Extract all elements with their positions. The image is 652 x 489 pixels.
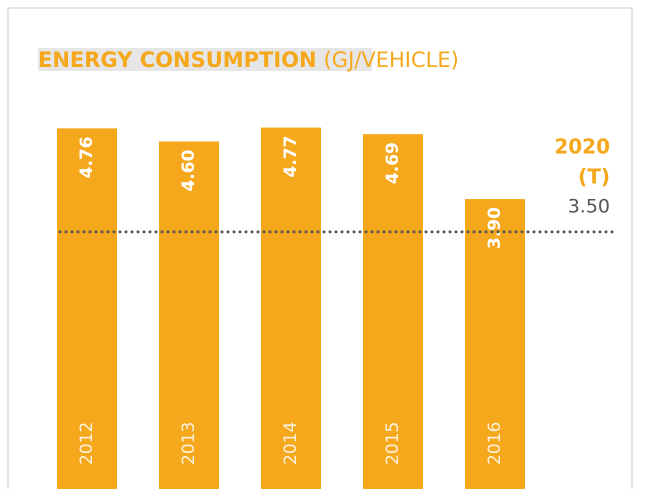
category-label: 2014 <box>281 422 301 465</box>
bar <box>465 199 525 489</box>
target-label: 2020 <box>554 135 610 159</box>
title-unit: (GJ/VEHICLE) <box>324 48 459 72</box>
bar <box>57 128 117 489</box>
chart-title: ENERGY CONSUMPTION (GJ/VEHICLE) <box>38 48 459 72</box>
value-label: 4.69 <box>383 142 403 184</box>
bar <box>159 141 219 489</box>
value-label: 4.60 <box>179 149 199 191</box>
category-label: 2016 <box>485 422 505 465</box>
category-label: 2012 <box>77 422 97 465</box>
bar <box>363 134 423 489</box>
title-main: ENERGY CONSUMPTION <box>38 48 317 72</box>
category-label: 2015 <box>383 422 403 465</box>
value-label: 4.76 <box>77 136 97 178</box>
value-label: 3.90 <box>485 207 505 249</box>
target-value-label: 3.50 <box>568 196 610 218</box>
category-label: 2013 <box>179 422 199 465</box>
bar <box>261 127 321 489</box>
value-label: 4.77 <box>281 136 301 178</box>
target-label: (T) <box>578 165 610 189</box>
title-highlight <box>38 48 372 71</box>
